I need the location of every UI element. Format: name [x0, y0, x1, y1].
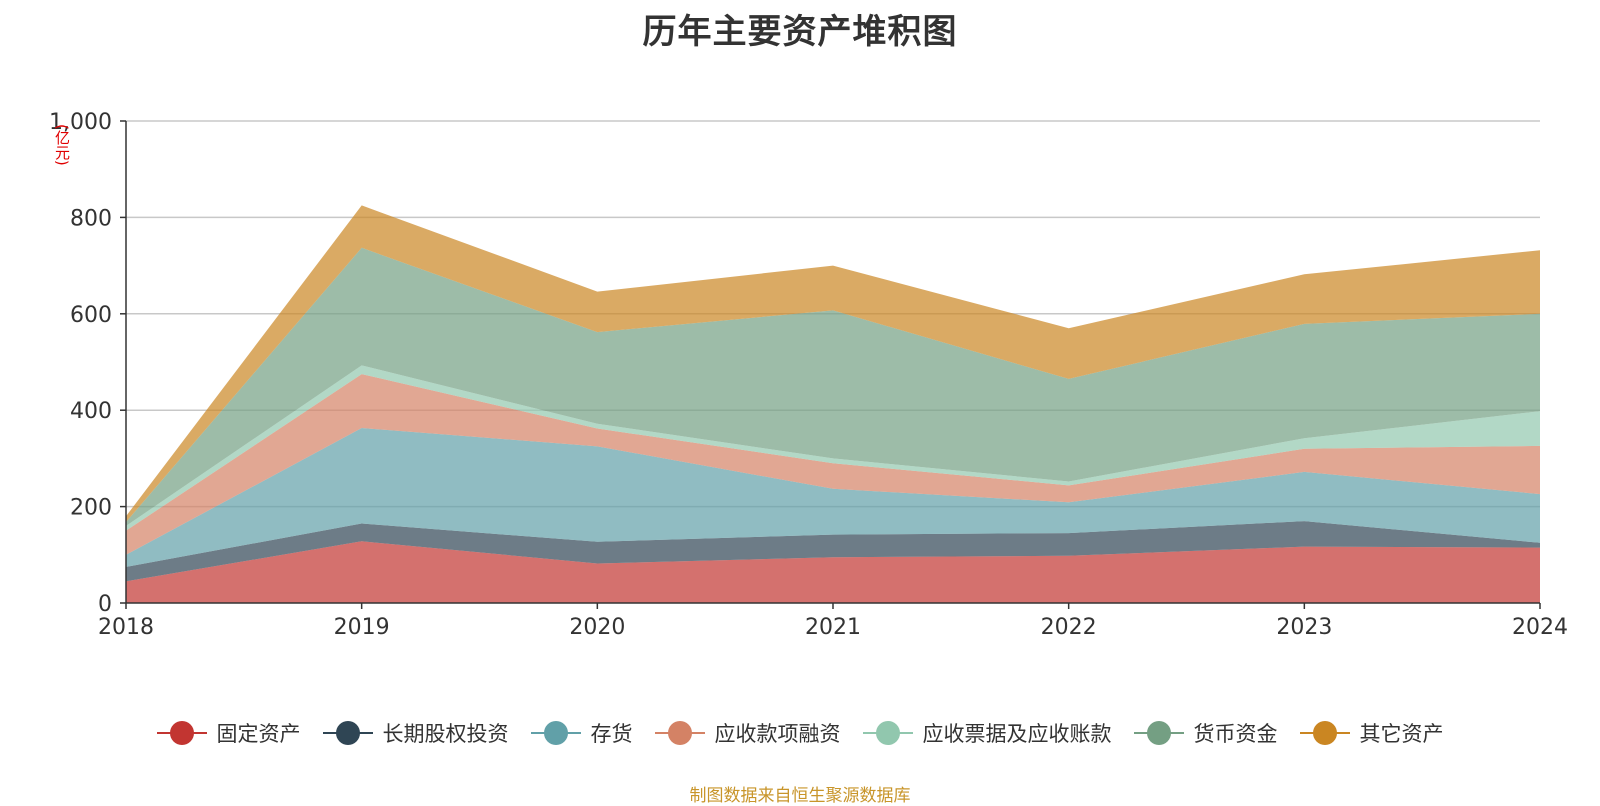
legend-marker-icon [322, 720, 373, 746]
area-series-0 [126, 541, 1540, 603]
y-tick-label-1000: 1,000 [49, 110, 112, 135]
legend-item-5[interactable]: 货币资金 [1133, 718, 1278, 748]
x-tick-label-2020: 2020 [569, 615, 625, 640]
legend-item-3[interactable]: 应收款项融资 [654, 718, 841, 748]
legend: 固定资产 长期股权投资 存货 应收款项融资 应收票据及应收账款 货币资金 其它资产 [0, 718, 1600, 748]
legend-label: 长期股权投资 [382, 722, 509, 746]
legend-marker-icon [156, 720, 207, 746]
legend-label: 固定资产 [216, 722, 301, 746]
y-tick-label-800: 800 [70, 206, 112, 231]
area-series-5 [126, 247, 1540, 526]
legend-label: 存货 [590, 722, 633, 746]
area-series-2 [126, 428, 1540, 567]
legend-item-6[interactable]: 其它资产 [1299, 718, 1444, 748]
x-tick-label-2022: 2022 [1041, 615, 1097, 640]
legend-marker-icon [1133, 720, 1184, 746]
y-axis-unit-label: (亿元) [53, 124, 71, 166]
legend-label: 其它资产 [1359, 722, 1444, 746]
legend-marker-icon [530, 720, 581, 746]
area-series-3 [126, 374, 1540, 555]
legend-item-1[interactable]: 长期股权投资 [322, 718, 509, 748]
x-tick-label-2019: 2019 [334, 615, 390, 640]
legend-label: 应收款项融资 [714, 722, 841, 746]
area-series-1 [126, 521, 1540, 582]
legend-marker-icon [862, 720, 913, 746]
x-tick-label-2023: 2023 [1276, 615, 1332, 640]
area-series-6 [126, 205, 1540, 522]
axes: 0 200 400 600 800 1,000 2018 2019 2020 2021 2022 20… [49, 110, 1568, 640]
chart-title: 历年主要资产堆积图 [642, 12, 958, 52]
legend-marker-icon [1299, 720, 1350, 746]
legend-item-4[interactable]: 应收票据及应收账款 [862, 718, 1112, 748]
legend-label: 货币资金 [1193, 722, 1278, 746]
y-tick-label-0: 0 [98, 592, 112, 617]
legend-label: 应收票据及应收账款 [922, 722, 1112, 746]
y-tick-label-600: 600 [70, 303, 112, 328]
area-series-4 [126, 365, 1540, 531]
source-note: 制图数据来自恒生聚源数据库 [689, 786, 911, 806]
stacked-areas [126, 205, 1540, 603]
y-tick-label-400: 400 [70, 399, 112, 424]
legend-item-0[interactable]: 固定资产 [156, 718, 301, 748]
x-tick-label-2021: 2021 [805, 615, 861, 640]
x-tick-label-2024: 2024 [1512, 615, 1568, 640]
legend-item-2[interactable]: 存货 [530, 718, 633, 748]
x-tick-label-2018: 2018 [98, 615, 154, 640]
legend-marker-icon [654, 720, 705, 746]
y-tick-label-200: 200 [70, 496, 112, 521]
